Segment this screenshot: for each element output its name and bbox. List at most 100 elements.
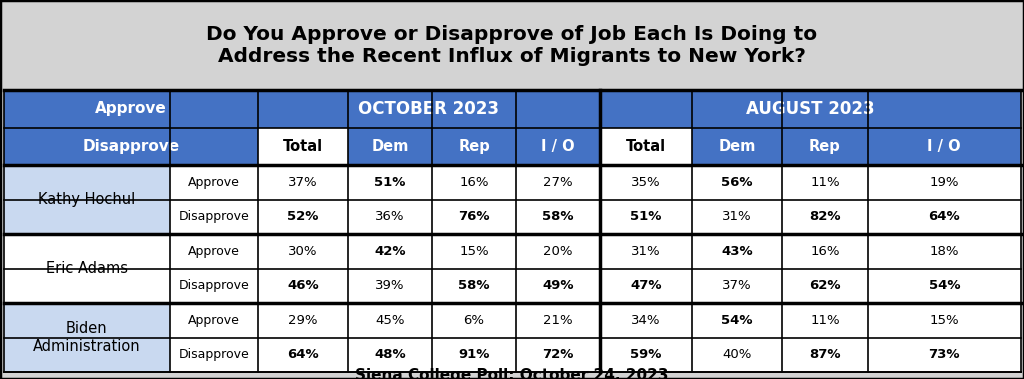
Text: 72%: 72% <box>543 348 573 361</box>
Text: Do You Approve or Disapprove of Job Each Is Doing to
Address the Recent Influx o: Do You Approve or Disapprove of Job Each… <box>207 25 817 66</box>
Bar <box>516 165 600 199</box>
Text: 51%: 51% <box>631 210 662 223</box>
Bar <box>782 303 868 338</box>
Bar <box>170 338 258 372</box>
Text: Rep: Rep <box>458 139 489 154</box>
Bar <box>3 128 258 165</box>
Text: Dem: Dem <box>372 139 409 154</box>
Text: 47%: 47% <box>630 279 662 292</box>
Text: 40%: 40% <box>722 348 752 361</box>
Bar <box>782 234 868 268</box>
Bar <box>258 165 348 199</box>
Bar <box>432 338 516 372</box>
Bar <box>692 199 782 234</box>
Bar <box>348 268 432 303</box>
Bar <box>348 199 432 234</box>
Bar <box>600 338 692 372</box>
Bar <box>170 303 258 338</box>
Text: 34%: 34% <box>631 314 660 327</box>
Text: Disapprove: Disapprove <box>178 348 250 361</box>
Text: 62%: 62% <box>809 279 841 292</box>
Bar <box>868 268 1021 303</box>
Text: 15%: 15% <box>459 245 488 258</box>
Bar <box>516 338 600 372</box>
Bar <box>868 199 1021 234</box>
Bar <box>516 128 600 165</box>
Bar <box>348 338 432 372</box>
Bar <box>348 128 432 165</box>
Bar <box>432 234 516 268</box>
Text: 19%: 19% <box>930 176 959 189</box>
Bar <box>516 199 600 234</box>
Text: Approve: Approve <box>188 176 240 189</box>
Text: 82%: 82% <box>809 210 841 223</box>
Text: 48%: 48% <box>374 348 406 361</box>
Bar <box>782 338 868 372</box>
Text: Approve: Approve <box>188 314 240 327</box>
Text: AUGUST 2023: AUGUST 2023 <box>745 100 874 118</box>
Text: 59%: 59% <box>631 348 662 361</box>
Bar <box>600 234 692 268</box>
Bar <box>432 268 516 303</box>
Bar <box>3 234 170 303</box>
Text: Total: Total <box>283 139 323 154</box>
Bar <box>3 165 170 234</box>
Bar <box>692 165 782 199</box>
Text: Kathy Hochul: Kathy Hochul <box>38 192 135 207</box>
Bar <box>348 165 432 199</box>
Text: 29%: 29% <box>288 314 317 327</box>
Text: 52%: 52% <box>288 210 318 223</box>
Bar <box>692 268 782 303</box>
Text: Disapprove: Disapprove <box>178 210 250 223</box>
Bar <box>258 303 348 338</box>
Text: 15%: 15% <box>930 314 959 327</box>
Bar <box>692 338 782 372</box>
Bar <box>170 199 258 234</box>
Bar <box>600 199 692 234</box>
Text: 11%: 11% <box>810 314 840 327</box>
Text: 54%: 54% <box>929 279 961 292</box>
Text: 35%: 35% <box>631 176 660 189</box>
Text: Total: Total <box>626 139 666 154</box>
Bar <box>782 165 868 199</box>
Bar <box>516 234 600 268</box>
Bar <box>868 234 1021 268</box>
Text: OCTOBER 2023: OCTOBER 2023 <box>358 100 500 118</box>
Bar <box>600 90 1021 128</box>
Text: Disapprove: Disapprove <box>82 139 179 154</box>
Text: 36%: 36% <box>375 210 404 223</box>
Text: 56%: 56% <box>721 176 753 189</box>
Bar <box>868 338 1021 372</box>
Text: 37%: 37% <box>288 176 317 189</box>
Text: 31%: 31% <box>631 245 660 258</box>
Text: 76%: 76% <box>459 210 489 223</box>
Bar <box>432 128 516 165</box>
Bar <box>258 128 348 165</box>
Text: 58%: 58% <box>459 279 489 292</box>
Bar <box>782 199 868 234</box>
Text: Approve: Approve <box>188 245 240 258</box>
Bar <box>3 303 170 372</box>
Bar <box>782 128 868 165</box>
Text: 73%: 73% <box>929 348 961 361</box>
Text: 42%: 42% <box>374 245 406 258</box>
Text: 11%: 11% <box>810 176 840 189</box>
Bar <box>258 90 600 128</box>
Text: Approve: Approve <box>95 102 167 116</box>
Bar <box>600 268 692 303</box>
Text: 39%: 39% <box>375 279 404 292</box>
Text: 51%: 51% <box>375 176 406 189</box>
Bar <box>600 128 692 165</box>
Bar <box>170 165 258 199</box>
Bar <box>348 303 432 338</box>
Text: Disapprove: Disapprove <box>178 279 250 292</box>
Text: 45%: 45% <box>375 314 404 327</box>
Text: Eric Adams: Eric Adams <box>46 261 128 276</box>
Bar <box>868 165 1021 199</box>
Text: 91%: 91% <box>459 348 489 361</box>
Text: Rep: Rep <box>809 139 841 154</box>
Text: 20%: 20% <box>544 245 572 258</box>
Bar <box>868 128 1021 165</box>
Bar <box>258 234 348 268</box>
Text: 64%: 64% <box>929 210 961 223</box>
